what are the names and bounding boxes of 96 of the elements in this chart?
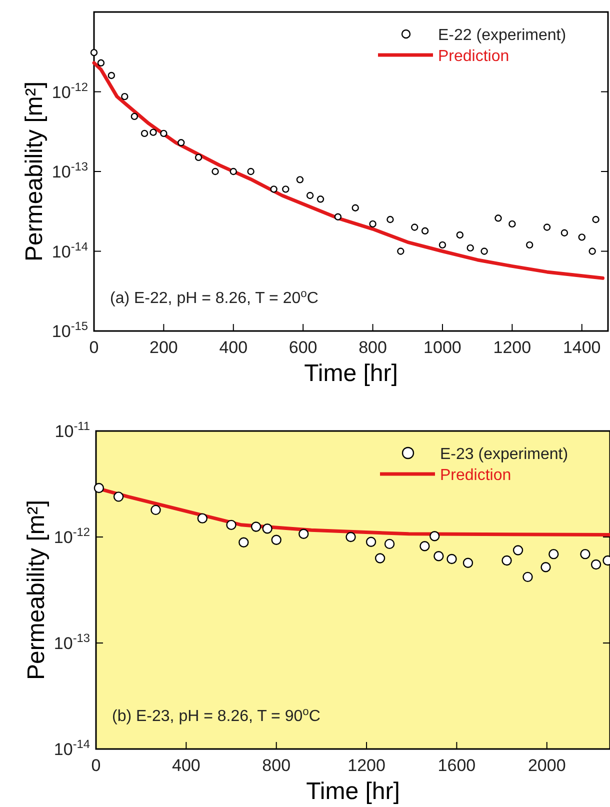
point: [502, 555, 512, 566]
point: [130, 112, 138, 120]
point: [121, 92, 128, 100]
point: [456, 231, 464, 239]
point: [108, 72, 116, 80]
point: [296, 176, 304, 184]
y-tick-label: 10$^{-14}$: [54, 737, 90, 759]
x-tick-label: 1200: [493, 338, 532, 357]
point: [90, 48, 98, 56]
y-tick-label: 10$^{-13}$: [54, 631, 90, 653]
x-tick-label: 800: [358, 338, 387, 357]
point: [94, 482, 104, 494]
point: [578, 234, 586, 241]
point: [438, 241, 446, 249]
point: [434, 551, 444, 562]
x-axis-title: Time [hr]: [306, 778, 400, 805]
point: [271, 534, 282, 545]
annotation: (a) E-22, pH = 8.26, T = 20$^{o}$C: [110, 288, 318, 307]
point: [590, 559, 602, 570]
point: [226, 520, 236, 530]
point: [462, 558, 474, 568]
point: [508, 220, 516, 228]
x-axis-title: Time [hr]: [304, 360, 398, 387]
point: [397, 248, 404, 255]
x-tick-label: 800: [262, 756, 291, 775]
point: [160, 130, 168, 138]
point: [421, 227, 429, 234]
point: [494, 214, 502, 222]
point: [178, 139, 185, 146]
point: [588, 248, 596, 255]
point: [480, 248, 488, 255]
y-tick-label: 10$^{-14}$: [52, 239, 88, 262]
point: [369, 220, 376, 228]
x-tick-label: 0: [89, 338, 99, 357]
point: [150, 504, 161, 516]
y-tick-label: 10$^{-13}$: [52, 160, 88, 182]
point: [247, 168, 254, 176]
point: [446, 554, 457, 564]
point: [197, 513, 208, 524]
legend-label: E-22 (experiment): [438, 27, 566, 44]
legend-label: Prediction: [440, 467, 512, 484]
point: [540, 562, 551, 572]
point: [194, 154, 202, 162]
y-tick-label: 10$^{-12}$: [54, 525, 90, 547]
x-tick-label: 1600: [438, 756, 476, 775]
legend-label: Prediction: [438, 48, 510, 65]
y-axis-title: Permeability [m²]: [23, 500, 50, 680]
point: [592, 216, 600, 224]
legend-label: E-23 (experiment): [440, 446, 568, 463]
point: [543, 224, 551, 231]
point: [238, 537, 249, 548]
point: [316, 196, 324, 203]
point: [580, 548, 590, 560]
point: [282, 186, 290, 193]
x-tick-label: 1000: [424, 338, 462, 357]
x-tick-label: 400: [219, 338, 248, 357]
y-tick-label: 10$^{-15}$: [52, 319, 88, 341]
point: [374, 553, 386, 564]
y-axis-title: Permeability [m²]: [21, 81, 48, 262]
x-tick-label: 1200: [348, 756, 386, 775]
point: [430, 530, 440, 542]
x-tick-label: 2000: [528, 756, 566, 775]
point: [512, 545, 524, 556]
point: [334, 213, 342, 220]
x-tick-label: 400: [172, 756, 200, 775]
point: [346, 532, 356, 542]
point: [212, 168, 219, 176]
x-tick-label: 0: [91, 756, 101, 775]
point: [306, 192, 314, 200]
y-tick-label: 10$^{-11}$: [54, 419, 90, 441]
point: [386, 216, 394, 224]
point: [466, 244, 474, 252]
point: [270, 186, 278, 193]
y-tick-label: 10$^{-12}$: [52, 80, 88, 102]
point: [113, 492, 124, 502]
point: [150, 128, 157, 136]
point: [560, 229, 568, 236]
point: [522, 572, 533, 582]
point: [140, 130, 148, 138]
point: [548, 548, 559, 560]
annotation: (b) E-23, pH = 8.26, T = 90$^{o}$C: [112, 706, 320, 725]
x-tick-label: 1400: [562, 338, 601, 357]
point: [262, 524, 272, 534]
point: [384, 538, 395, 550]
point: [230, 168, 237, 176]
point: [410, 224, 418, 231]
point: [250, 522, 262, 532]
x-tick-label: 600: [288, 338, 318, 357]
point: [97, 59, 105, 66]
point: [352, 204, 359, 212]
x-tick-label: 200: [150, 338, 178, 357]
line-series: [92, 61, 605, 280]
point: [420, 541, 430, 552]
point: [298, 528, 309, 539]
point: [526, 241, 534, 249]
point: [366, 536, 376, 547]
